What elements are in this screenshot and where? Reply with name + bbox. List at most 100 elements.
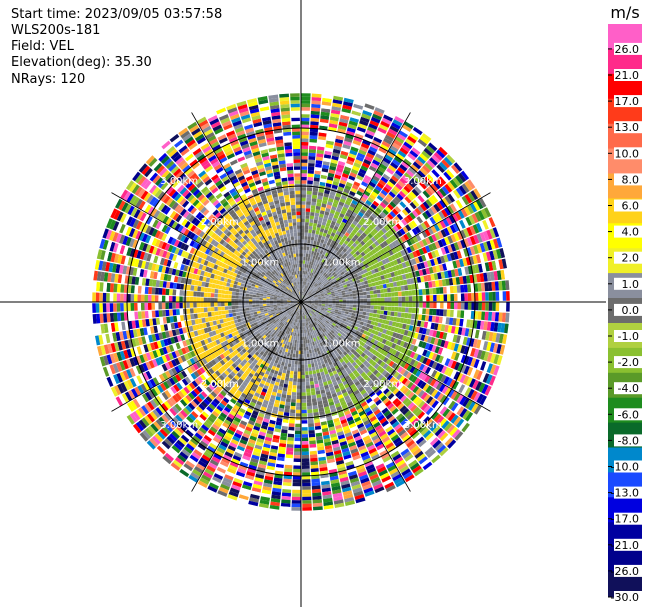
range-gate <box>465 399 473 409</box>
range-gate <box>308 349 312 354</box>
range-gate <box>317 319 321 323</box>
range-gate <box>359 305 364 309</box>
range-gate <box>313 337 316 342</box>
range-gate <box>251 361 256 367</box>
range-gate <box>474 311 479 320</box>
range-gate <box>338 382 344 388</box>
range-gate <box>489 342 495 353</box>
range-gate <box>266 323 270 327</box>
range-gate <box>271 329 276 333</box>
range-gate <box>498 280 503 291</box>
range-gate <box>287 310 291 313</box>
range-gate <box>295 315 298 319</box>
range-gate <box>145 361 152 370</box>
range-gate <box>347 323 352 327</box>
range-gate <box>314 295 318 298</box>
range-gate <box>301 190 307 195</box>
range-gate <box>310 345 314 350</box>
range-gate <box>368 447 377 455</box>
range-gate <box>394 253 400 259</box>
range-gate <box>294 430 301 435</box>
range-gate <box>249 346 255 352</box>
range-gate <box>404 196 412 204</box>
range-gate <box>314 233 319 238</box>
range-gate <box>257 353 263 359</box>
range-gate <box>408 307 413 313</box>
range-gate <box>456 344 463 353</box>
range-gate <box>291 335 294 340</box>
range-gate <box>327 262 332 267</box>
range-gate <box>362 392 369 398</box>
range-gate <box>323 157 331 163</box>
range-gate <box>240 420 248 426</box>
range-gate <box>365 312 370 316</box>
range-gate <box>330 389 336 395</box>
range-gate <box>388 164 397 172</box>
range-gate <box>379 236 386 243</box>
range-gate <box>323 290 327 294</box>
range-gate <box>301 128 309 132</box>
range-gate <box>285 313 289 317</box>
range-gate <box>424 210 432 218</box>
range-gate <box>468 215 476 225</box>
range-gate <box>334 211 341 216</box>
range-gate <box>311 471 320 476</box>
range-gate <box>285 359 289 364</box>
range-gate <box>147 389 156 399</box>
range-gate <box>340 400 347 406</box>
range-gate <box>360 341 366 347</box>
range-gate <box>432 380 440 389</box>
range-gate <box>303 284 305 289</box>
range-gate <box>381 369 388 376</box>
range-gate <box>459 318 464 327</box>
range-gate <box>347 262 352 267</box>
range-gate <box>342 318 347 322</box>
range-gate <box>334 142 343 148</box>
range-gate <box>494 281 499 291</box>
range-gate <box>361 181 369 188</box>
range-gate <box>327 398 334 403</box>
range-gate <box>360 318 365 322</box>
range-gate <box>491 281 496 291</box>
range-gate <box>325 269 329 274</box>
range-gate <box>488 217 496 228</box>
range-gate <box>320 285 325 289</box>
range-gate <box>328 303 333 306</box>
range-gate <box>326 350 331 355</box>
range-gate <box>157 431 166 440</box>
range-gate <box>307 282 310 287</box>
range-gate <box>196 385 203 393</box>
range-gate <box>348 474 358 480</box>
range-gate <box>352 184 359 190</box>
range-gate <box>319 284 324 288</box>
range-gate <box>314 313 318 316</box>
range-gate <box>301 395 307 400</box>
range-gate <box>193 388 201 396</box>
range-gate <box>459 408 468 418</box>
range-gate <box>342 425 350 431</box>
range-gate <box>315 311 319 315</box>
range-gate <box>292 489 301 494</box>
range-gate <box>245 474 255 481</box>
range-gate <box>425 288 430 295</box>
range-gate <box>308 229 312 234</box>
range-gate <box>282 332 286 337</box>
range-gate <box>411 147 421 156</box>
range-gate <box>342 104 352 111</box>
range-gate <box>296 319 299 323</box>
range-gate <box>397 402 405 410</box>
range-gate <box>326 204 332 210</box>
range-gate <box>325 338 330 343</box>
range-gate <box>301 284 303 289</box>
range-gate <box>293 350 296 354</box>
range-gate <box>301 288 303 292</box>
range-gate <box>307 317 310 322</box>
range-gate <box>155 366 162 375</box>
range-gate <box>223 363 229 370</box>
range-gate <box>303 304 307 307</box>
range-gate <box>440 302 444 309</box>
range-gate <box>328 371 334 377</box>
range-gate <box>304 360 308 365</box>
range-gate <box>412 448 422 457</box>
range-gate <box>210 359 217 366</box>
